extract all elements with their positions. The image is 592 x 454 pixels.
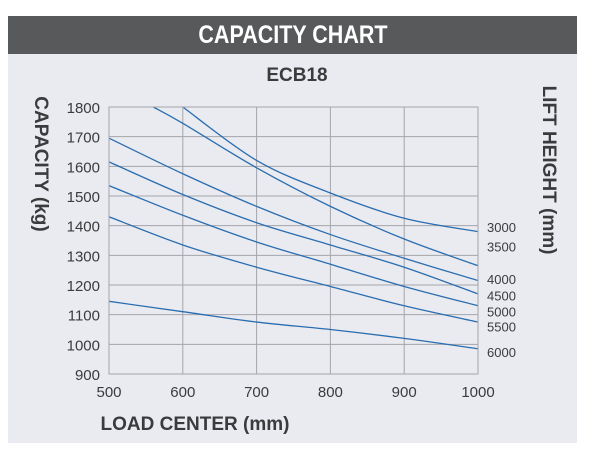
x-axis-label: LOAD CENTER (mm) (101, 414, 290, 435)
chart-title: ECB18 (266, 65, 327, 86)
series-line-6000 (109, 300, 478, 350)
x-tick-label: 800 (318, 384, 343, 401)
y-tick-label: 1300 (67, 248, 100, 265)
series-line-4500 (109, 161, 478, 295)
series-label-3500: 3500 (487, 239, 516, 254)
plot-frame (108, 106, 479, 375)
axis-ticks: 900 1000 1100 1200 1300 1400 1500 1600 1700 1800 5… (67, 100, 495, 401)
chart-header: CAPACITY CHART (8, 16, 577, 54)
y-tick-label: 900 (75, 367, 100, 384)
y-tick-label: 1500 (67, 189, 100, 206)
lift-height-axis-label: LIFT HEIGHT (mm) (538, 86, 559, 255)
y-tick-label: 1200 (67, 278, 100, 295)
series-line-3500 (152, 107, 478, 267)
y-tick-label: 1600 (67, 159, 100, 176)
y-axis-label: CAPACITY (kg) (30, 96, 51, 231)
y-tick-label: 1100 (68, 308, 100, 325)
y-tick-label: 1700 (67, 130, 100, 147)
series-line-5000 (109, 185, 478, 307)
y-tick-label: 1800 (67, 100, 100, 117)
series-label-5500: 5500 (487, 320, 516, 335)
series-label-4500: 4500 (487, 288, 516, 303)
x-tick-label: 700 (244, 384, 269, 401)
x-tick-label: 1000 (461, 384, 494, 401)
series-line-5500 (109, 216, 478, 323)
x-tick-label: 900 (392, 384, 417, 401)
series-label-4000: 4000 (487, 272, 516, 287)
grid-lines (108, 106, 479, 375)
series-lines (108, 106, 479, 375)
series-label-5000: 5000 (487, 305, 516, 320)
series-label-3000: 3000 (487, 220, 516, 235)
y-tick-label: 1000 (67, 337, 100, 354)
series-label-6000: 6000 (487, 345, 516, 360)
x-tick-label: 500 (96, 384, 121, 401)
chart-header-title: CAPACITY CHART (197, 21, 388, 49)
series-line-4000 (109, 137, 478, 282)
y-tick-label: 1400 (67, 219, 100, 236)
series-line-3000 (182, 107, 478, 233)
plot-area (109, 107, 478, 374)
x-tick-label: 600 (170, 384, 195, 401)
